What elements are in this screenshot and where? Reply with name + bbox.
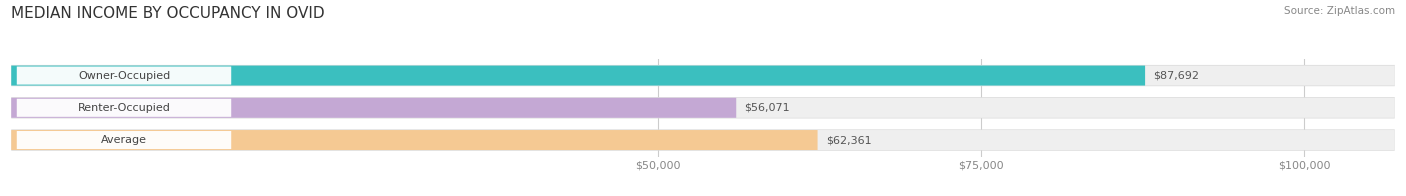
FancyBboxPatch shape xyxy=(17,99,231,117)
Text: $87,692: $87,692 xyxy=(1153,71,1199,81)
Text: MEDIAN INCOME BY OCCUPANCY IN OVID: MEDIAN INCOME BY OCCUPANCY IN OVID xyxy=(11,6,325,21)
Text: Owner-Occupied: Owner-Occupied xyxy=(77,71,170,81)
Text: $62,361: $62,361 xyxy=(825,135,872,145)
Text: Source: ZipAtlas.com: Source: ZipAtlas.com xyxy=(1284,6,1395,16)
FancyBboxPatch shape xyxy=(11,129,1395,151)
FancyBboxPatch shape xyxy=(11,66,1144,86)
FancyBboxPatch shape xyxy=(11,130,1395,150)
Text: Renter-Occupied: Renter-Occupied xyxy=(77,103,170,113)
FancyBboxPatch shape xyxy=(11,66,1395,86)
FancyBboxPatch shape xyxy=(11,65,1395,86)
Text: Average: Average xyxy=(101,135,148,145)
Text: $56,071: $56,071 xyxy=(745,103,790,113)
FancyBboxPatch shape xyxy=(17,131,231,149)
FancyBboxPatch shape xyxy=(11,130,817,150)
FancyBboxPatch shape xyxy=(11,98,1395,118)
FancyBboxPatch shape xyxy=(17,66,231,85)
FancyBboxPatch shape xyxy=(11,97,1395,118)
FancyBboxPatch shape xyxy=(11,98,737,118)
